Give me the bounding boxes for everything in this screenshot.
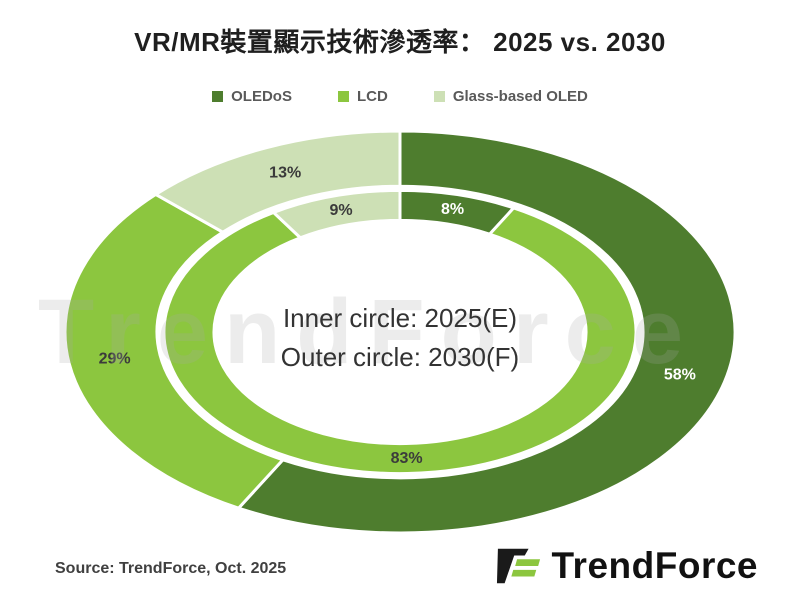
donut-segment-inner-glass-based-oled (274, 190, 400, 237)
donut-segment-outer-lcd (65, 194, 283, 508)
legend-item-glass-oled: Glass-based OLED (433, 88, 588, 105)
donut-label-inner-oledos: 8% (441, 201, 464, 218)
donut-segment-inner-lcd (164, 208, 636, 474)
legend-label-lcd: LCD (356, 88, 388, 105)
trendforce-logo-text: TrendForce (551, 545, 758, 586)
legend-item-oledos: OLEDoS (212, 88, 292, 105)
legend: OLEDoS LCD Glass-based OLED (0, 88, 800, 105)
legend-label-oledos: OLEDoS (231, 88, 292, 105)
legend-swatch-lcd-icon (337, 91, 349, 102)
center-label: Inner circle: 2025(E) Outer circle: 2030… (281, 299, 519, 377)
donut-ring-outer (65, 131, 735, 533)
donut-label-outer-lcd: 29% (99, 351, 131, 368)
legend-swatch-glass-oled-icon (433, 91, 445, 102)
donut-label-outer-glass-based-oled: 13% (269, 164, 301, 181)
donut-label-inner-glass-based-oled: 9% (330, 202, 353, 219)
footer: Source: TrendForce, Oct. 2025 TrendForce (0, 536, 800, 592)
legend-item-lcd: LCD (337, 88, 388, 105)
donut-segment-outer-glass-based-oled (156, 131, 400, 232)
chart-title: VR/MR裝置顯示技術滲透率： 2025 vs. 2030 (134, 27, 666, 57)
donut-segment-outer-oledos (239, 131, 735, 533)
donut-label-outer-oledos: 58% (664, 367, 696, 384)
center-label-inner-circle: Inner circle: 2025(E) (282, 303, 518, 333)
trendforce-logo: TrendForce (496, 544, 759, 588)
donut-ring-inner (164, 190, 636, 473)
center-label-outer-circle: Outer circle: 2030(F) (280, 342, 520, 372)
source-text: Source: TrendForce, Oct. 2025 (55, 560, 287, 577)
legend-label-glass-oled: Glass-based OLED (452, 88, 588, 105)
trendforce-mark-icon (496, 548, 540, 584)
donut-label-inner-lcd: 83% (391, 450, 423, 467)
legend-swatch-oledos-icon (212, 91, 224, 102)
